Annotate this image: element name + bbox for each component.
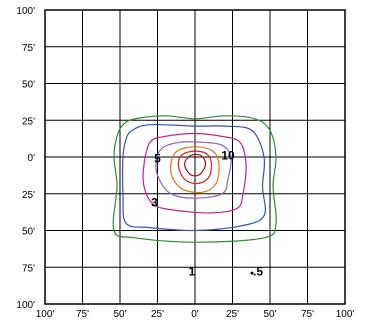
contour-line-6	[183, 153, 207, 177]
contour-label: 5	[154, 151, 161, 165]
x-tick-label: 25'	[151, 309, 164, 320]
x-tick-label: 50'	[113, 309, 126, 320]
contour-line-0	[112, 115, 277, 243]
y-tick-labels: 100' 75' 50' 25' 0' 25' 50' 75' 100'	[16, 6, 35, 311]
x-tick-label: 50'	[263, 309, 276, 320]
contour-line-3	[155, 141, 232, 199]
x-tick-label: 100'	[36, 309, 55, 320]
contour-label: 3	[151, 196, 158, 210]
plot-frame	[44, 9, 346, 305]
y-tick-label: 75'	[22, 43, 35, 54]
y-tick-label: 50'	[22, 227, 35, 238]
y-tick-label: 25'	[22, 190, 35, 201]
x-tick-labels: 100' 75' 50' 25' 0' 25' 50' 75' 100'	[36, 309, 355, 320]
contour-labels: 5 10 3 1 .5	[151, 149, 263, 279]
contour-label: .5	[253, 265, 263, 279]
x-tick-label: 75'	[301, 309, 314, 320]
plot-border	[44, 9, 346, 305]
y-tick-label: 25'	[22, 116, 35, 127]
y-tick-label: 100'	[16, 6, 35, 17]
y-tick-label: 50'	[22, 80, 35, 91]
y-tick-label: 0'	[28, 153, 36, 164]
contour-line-4	[170, 146, 220, 194]
y-tick-label: 75'	[22, 263, 35, 274]
x-tick-label: 75'	[76, 309, 89, 320]
contour-label: 1	[189, 265, 196, 279]
y-tick-label: 100'	[16, 300, 35, 311]
x-tick-label: 25'	[226, 309, 239, 320]
contour-lines	[112, 115, 277, 243]
contour-line-2	[142, 132, 247, 214]
grid	[44, 9, 346, 305]
x-tick-label: 0'	[191, 309, 199, 320]
contour-line-1	[122, 123, 266, 232]
contour-line-5	[177, 150, 213, 185]
marker-dot	[250, 271, 254, 275]
contour-label: 10	[221, 149, 235, 163]
x-tick-label: 100'	[336, 309, 355, 320]
